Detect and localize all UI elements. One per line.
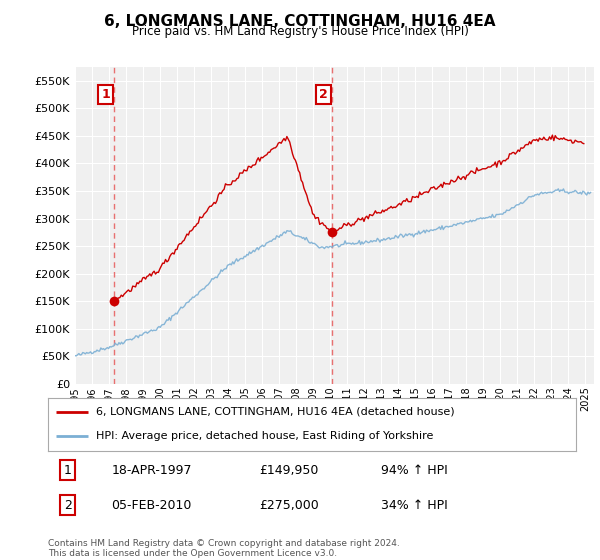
Text: 1: 1 xyxy=(101,88,110,101)
Text: 05-FEB-2010: 05-FEB-2010 xyxy=(112,498,192,511)
Text: HPI: Average price, detached house, East Riding of Yorkshire: HPI: Average price, detached house, East… xyxy=(95,431,433,441)
Text: Price paid vs. HM Land Registry's House Price Index (HPI): Price paid vs. HM Land Registry's House … xyxy=(131,25,469,38)
Text: 2: 2 xyxy=(64,498,72,511)
Text: 6, LONGMANS LANE, COTTINGHAM, HU16 4EA (detached house): 6, LONGMANS LANE, COTTINGHAM, HU16 4EA (… xyxy=(95,407,454,417)
Text: 6, LONGMANS LANE, COTTINGHAM, HU16 4EA: 6, LONGMANS LANE, COTTINGHAM, HU16 4EA xyxy=(104,14,496,29)
Text: 2: 2 xyxy=(319,88,328,101)
Text: £275,000: £275,000 xyxy=(259,498,319,511)
Text: 18-APR-1997: 18-APR-1997 xyxy=(112,464,192,477)
Text: £149,950: £149,950 xyxy=(259,464,319,477)
Text: 34% ↑ HPI: 34% ↑ HPI xyxy=(380,498,448,511)
Text: Contains HM Land Registry data © Crown copyright and database right 2024.
This d: Contains HM Land Registry data © Crown c… xyxy=(48,539,400,558)
Text: 1: 1 xyxy=(64,464,72,477)
Text: 94% ↑ HPI: 94% ↑ HPI xyxy=(380,464,448,477)
